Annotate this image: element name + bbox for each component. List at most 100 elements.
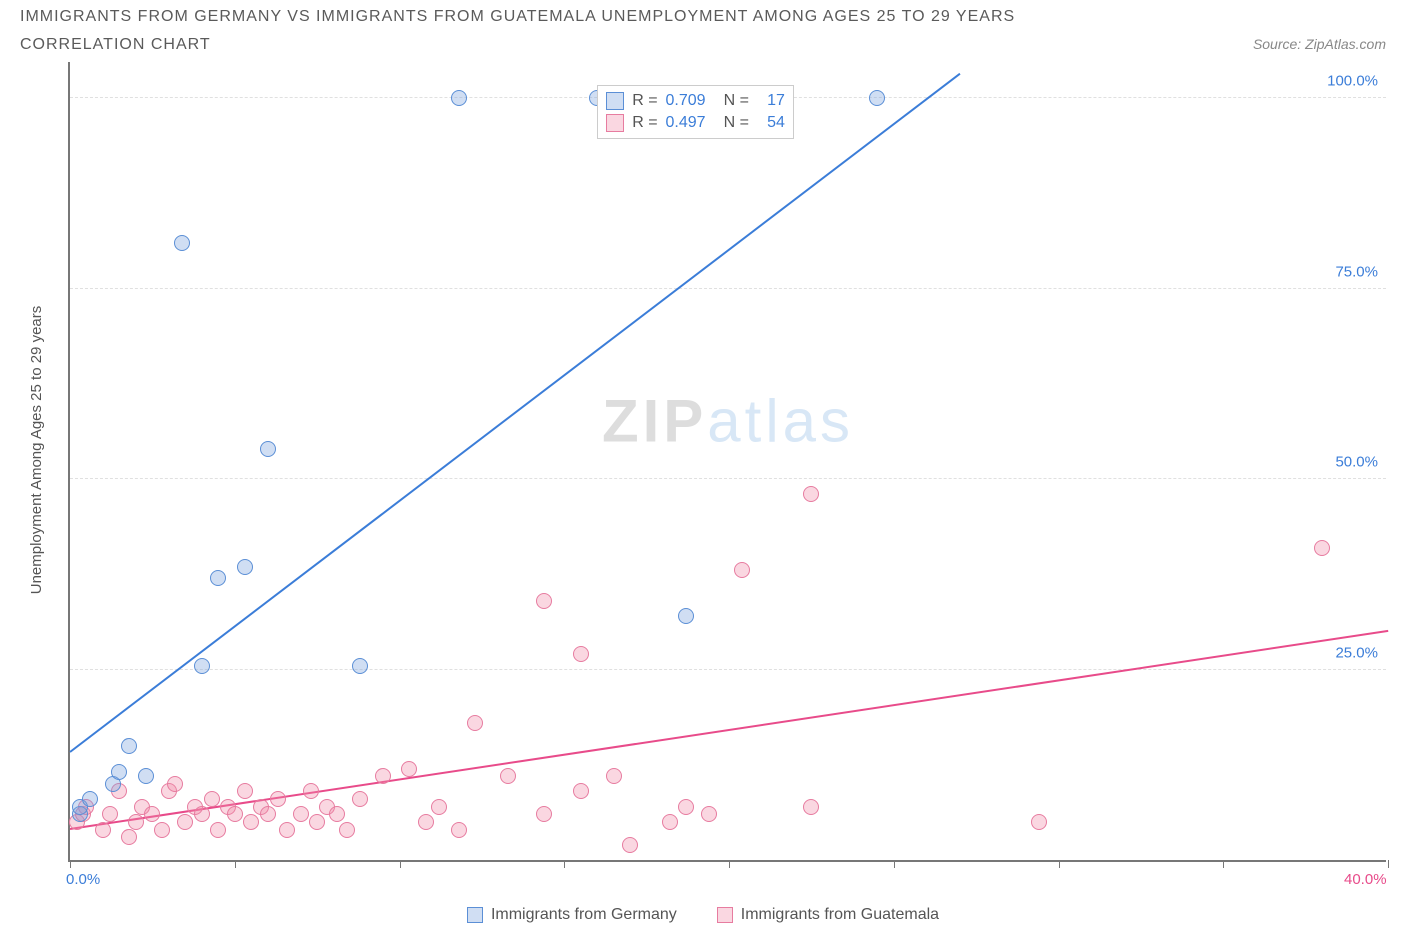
scatter-point-guatemala (375, 768, 391, 784)
x-tick (894, 860, 895, 868)
scatter-point-guatemala (260, 806, 276, 822)
corr-row-germany: R = 0.709 N = 17 (606, 90, 785, 112)
scatter-point-guatemala (154, 822, 170, 838)
scatter-point-germany (352, 658, 368, 674)
watermark-zip: ZIP (602, 388, 707, 455)
scatter-point-germany (260, 441, 276, 457)
scatter-point-guatemala (467, 715, 483, 731)
corr-r-label: R = (632, 90, 657, 112)
scatter-point-guatemala (536, 806, 552, 822)
x-tick (70, 860, 71, 868)
scatter-point-guatemala (279, 822, 295, 838)
scatter-point-guatemala (431, 799, 447, 815)
x-tick-label: 0.0% (66, 871, 100, 888)
scatter-point-guatemala (1314, 540, 1330, 556)
scatter-point-guatemala (573, 783, 589, 799)
scatter-point-guatemala (293, 806, 309, 822)
source-label: Source: ZipAtlas.com (1253, 36, 1386, 52)
scatter-point-guatemala (210, 822, 226, 838)
corr-swatch (606, 92, 624, 110)
watermark: ZIPatlas (602, 387, 854, 456)
corr-r-label: R = (632, 112, 657, 134)
scatter-point-germany (194, 658, 210, 674)
corr-r-value: 0.709 (666, 90, 706, 112)
corr-n-label: N = (724, 90, 749, 112)
scatter-point-guatemala (678, 799, 694, 815)
scatter-point-guatemala (309, 814, 325, 830)
y-tick-label: 75.0% (1335, 263, 1378, 280)
scatter-point-guatemala (227, 806, 243, 822)
legend-label-guatemala: Immigrants from Guatemala (741, 906, 939, 924)
x-tick (1388, 860, 1389, 868)
scatter-point-guatemala (803, 799, 819, 815)
scatter-point-guatemala (102, 806, 118, 822)
scatter-point-germany (174, 235, 190, 251)
scatter-point-guatemala (243, 814, 259, 830)
scatter-point-germany (121, 738, 137, 754)
watermark-atlas: atlas (707, 388, 854, 455)
scatter-point-guatemala (204, 791, 220, 807)
scatter-point-guatemala (95, 822, 111, 838)
scatter-point-guatemala (401, 761, 417, 777)
scatter-point-guatemala (128, 814, 144, 830)
trend-line (69, 73, 960, 753)
trend-line (70, 629, 1388, 829)
bottom-legend: Immigrants from Germany Immigrants from … (0, 906, 1406, 924)
corr-row-guatemala: R = 0.497 N = 54 (606, 112, 785, 134)
grid-line (70, 669, 1386, 670)
corr-r-value: 0.497 (666, 112, 706, 134)
scatter-point-guatemala (622, 837, 638, 853)
corr-n-value: 54 (757, 112, 785, 134)
scatter-point-guatemala (1031, 814, 1047, 830)
scatter-point-guatemala (573, 646, 589, 662)
chart-title-line1: IMMIGRANTS FROM GERMANY VS IMMIGRANTS FR… (20, 8, 1015, 26)
x-tick (1059, 860, 1060, 868)
scatter-point-germany (111, 764, 127, 780)
scatter-point-guatemala (177, 814, 193, 830)
scatter-point-guatemala (121, 829, 137, 845)
scatter-point-guatemala (167, 776, 183, 792)
correlation-box: R = 0.709 N = 17 R = 0.497 N = 54 (597, 85, 794, 139)
y-axis-label: Unemployment Among Ages 25 to 29 years (28, 306, 45, 595)
grid-line (70, 478, 1386, 479)
scatter-point-guatemala (303, 783, 319, 799)
scatter-point-guatemala (237, 783, 253, 799)
x-tick (235, 860, 236, 868)
chart-title-line2: CORRELATION CHART (20, 36, 211, 54)
scatter-point-germany (210, 570, 226, 586)
y-tick-label: 100.0% (1327, 73, 1378, 90)
legend-item-guatemala: Immigrants from Guatemala (717, 906, 939, 924)
scatter-point-guatemala (144, 806, 160, 822)
scatter-point-guatemala (418, 814, 434, 830)
x-tick-label: 40.0% (1344, 871, 1387, 888)
scatter-point-germany (678, 608, 694, 624)
scatter-point-guatemala (500, 768, 516, 784)
legend-label-germany: Immigrants from Germany (491, 906, 677, 924)
scatter-point-germany (82, 791, 98, 807)
x-tick (400, 860, 401, 868)
scatter-point-guatemala (270, 791, 286, 807)
legend-item-germany: Immigrants from Germany (467, 906, 677, 924)
scatter-point-guatemala (194, 806, 210, 822)
scatter-point-germany (138, 768, 154, 784)
scatter-point-germany (237, 559, 253, 575)
y-tick-label: 50.0% (1335, 454, 1378, 471)
scatter-point-guatemala (662, 814, 678, 830)
scatter-point-guatemala (329, 806, 345, 822)
scatter-point-guatemala (606, 768, 622, 784)
legend-swatch-guatemala (717, 907, 733, 923)
scatter-point-guatemala (451, 822, 467, 838)
corr-swatch (606, 114, 624, 132)
corr-n-value: 17 (757, 90, 785, 112)
scatter-point-guatemala (352, 791, 368, 807)
scatter-point-guatemala (536, 593, 552, 609)
scatter-point-guatemala (701, 806, 717, 822)
scatter-point-germany (869, 90, 885, 106)
corr-n-label: N = (724, 112, 749, 134)
y-tick-label: 25.0% (1335, 644, 1378, 661)
scatter-point-guatemala (803, 486, 819, 502)
scatter-point-germany (451, 90, 467, 106)
x-tick (729, 860, 730, 868)
grid-line (70, 288, 1386, 289)
plot-area: ZIPatlas 25.0%50.0%75.0%100.0%0.0%40.0%R… (68, 62, 1386, 862)
